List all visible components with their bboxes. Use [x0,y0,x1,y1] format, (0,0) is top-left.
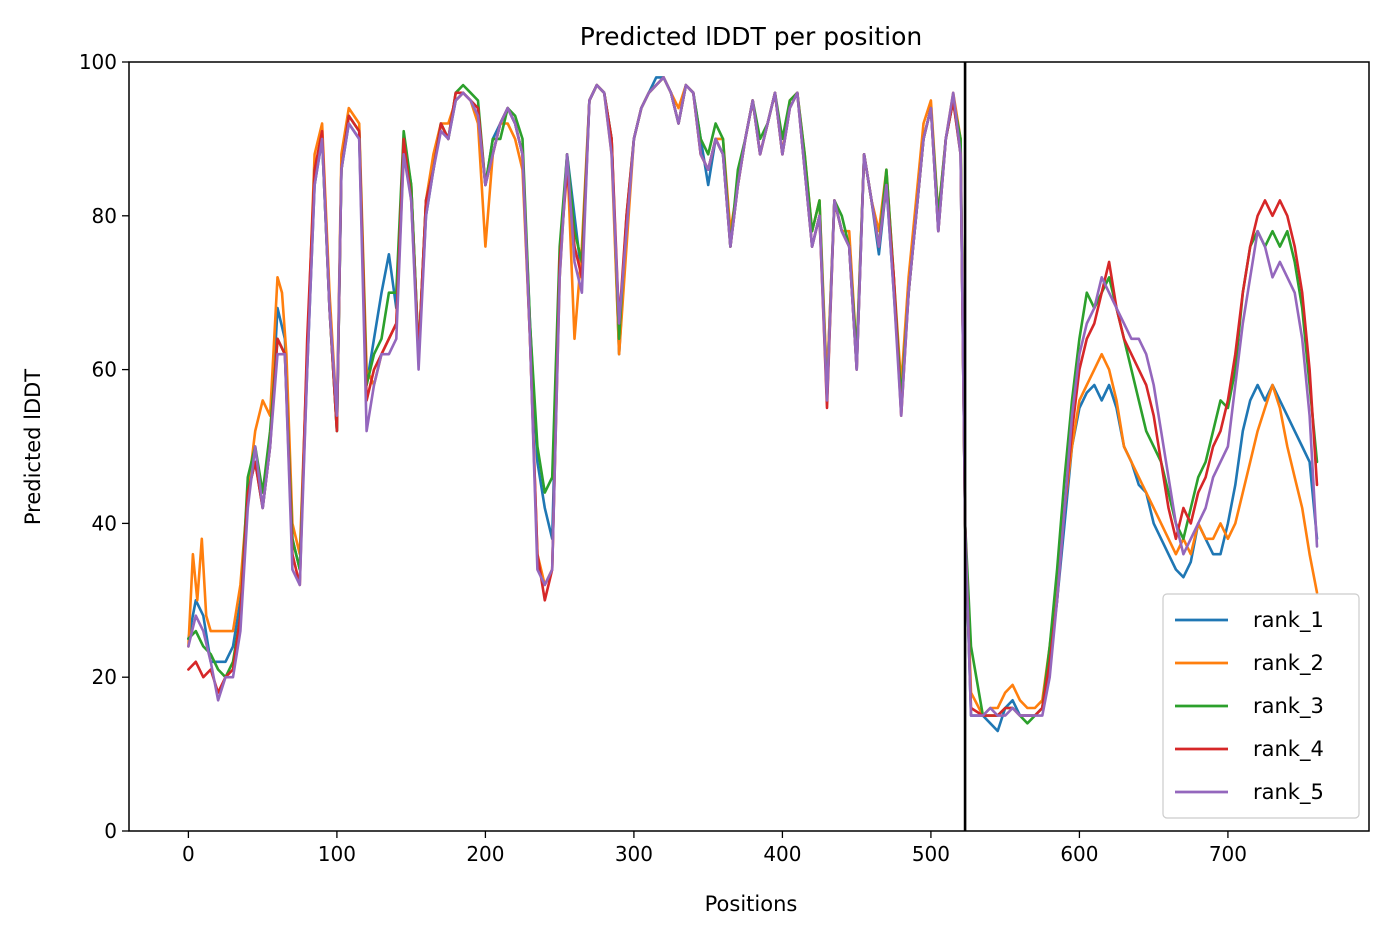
x-axis-label: Positions [705,892,798,916]
y-tick-label: 60 [92,358,117,382]
y-tick-label: 100 [79,50,117,74]
series-line-rank_5 [187,76,1319,717]
x-tick-label: 100 [318,842,356,866]
x-tick-label: 400 [763,842,801,866]
chart-title: Predicted lDDT per position [580,22,922,51]
series-lines [187,76,1319,733]
x-tick-label: 500 [912,842,950,866]
x-tick-label: 600 [1060,842,1098,866]
plot-frame [128,61,1370,832]
y-tick-label: 0 [104,819,117,843]
legend-label-rank_5: rank_5 [1253,780,1324,805]
series-line-rank_3 [187,76,1319,725]
legend-label-rank_4: rank_4 [1253,737,1324,762]
y-tick-label: 80 [92,204,117,228]
x-tick-label: 700 [1209,842,1247,866]
x-tick-label: 300 [615,842,653,866]
legend-label-rank_1: rank_1 [1253,608,1324,633]
y-tick-label: 40 [92,511,117,535]
legend-label-rank_3: rank_3 [1253,694,1324,719]
y-tick-label: 20 [92,665,117,689]
y-axis-label: Predicted lDDT [21,369,45,525]
series-line-rank_1 [187,76,1319,733]
legend-label-rank_2: rank_2 [1253,651,1324,676]
legend-box [1162,593,1360,819]
x-axis-ticks: 0 100 200 300 400 500 600 700 [182,831,1247,866]
y-axis-ticks: 0 20 40 60 80 100 [79,50,129,843]
x-tick-label: 0 [182,842,195,866]
x-tick-label: 200 [466,842,504,866]
series-line-rank_4 [187,76,1319,717]
legend: rank_1 rank_2 rank_3 rank_4 rank_5 [1162,593,1360,819]
